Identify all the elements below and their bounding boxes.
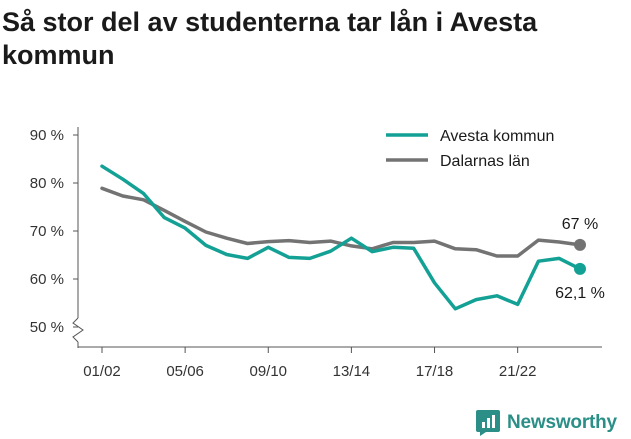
series-end-label: 62,1 % [555,285,605,302]
x-tick-label: 17/18 [416,363,454,380]
series-line [100,164,582,311]
x-tick-label: 05/06 [166,363,204,380]
legend-label: Avesta kommun [440,128,554,145]
x-tick-label: 09/10 [249,363,287,380]
y-tick-label: 50 % [30,319,64,336]
newsworthy-logo-icon [476,410,500,436]
x-tick-label: 21/22 [499,363,537,380]
brand: Newsworthy [476,410,617,436]
chart-title: Så stor del av studenterna tar lån i Ave… [2,7,538,70]
end-labels: 67 % 62,1 % [555,216,605,302]
y-tick-label: 60 % [30,271,64,288]
y-tick-label: 90 % [30,127,64,144]
brand-name: Newsworthy [507,412,617,433]
series-end-point [574,238,586,251]
y-tick-label: 70 % [30,223,64,240]
y-tick-label: 80 % [30,175,64,192]
series-end-point [574,262,586,275]
x-tick-label: 01/02 [83,363,121,380]
legend: Avesta kommun Dalarnas län [386,128,554,170]
series-end-label: 67 % [562,216,598,233]
y-axis: 50 % 60 % 70 % 80 % 90 % [30,127,84,348]
y-axis-break [72,317,84,343]
series-layer [100,164,586,311]
legend-label: Dalarnas län [440,153,530,170]
x-tick-label: 13/14 [333,363,371,380]
x-axis: 01/02 05/06 09/10 13/14 17/18 21/22 [78,346,602,380]
